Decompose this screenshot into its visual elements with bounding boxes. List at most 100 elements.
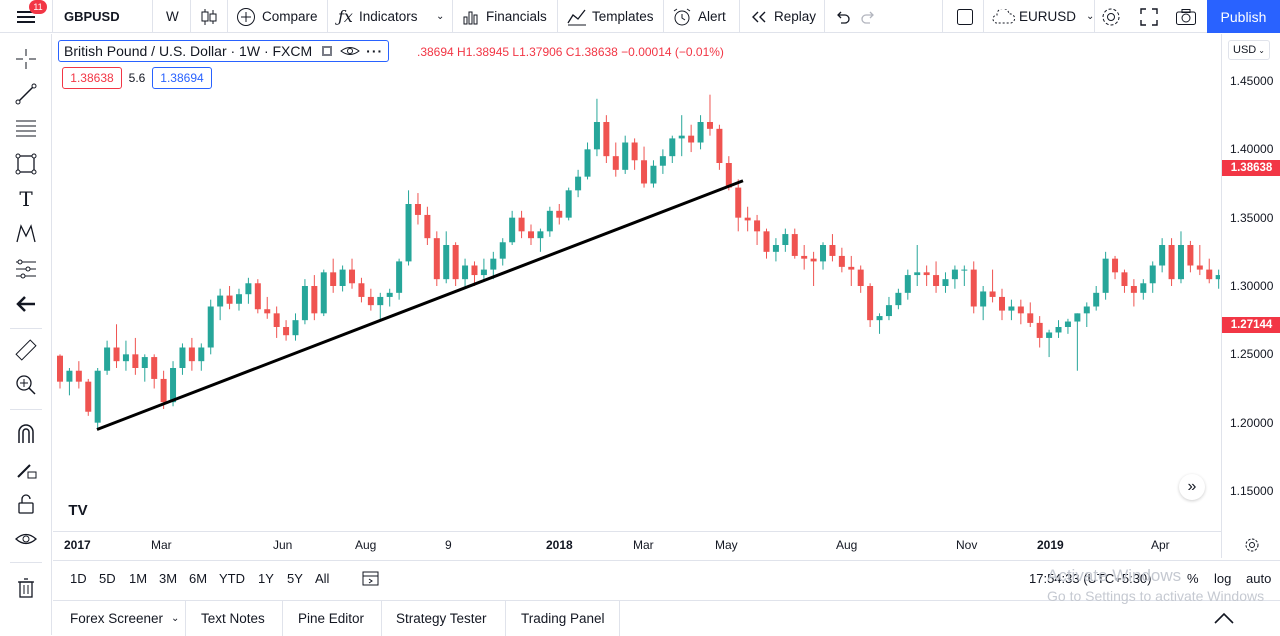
- candle-down: [1036, 322, 1043, 338]
- range-button-1y[interactable]: 1Y: [258, 571, 274, 586]
- currency-selector[interactable]: USD ⌄: [1228, 40, 1270, 60]
- fullscreen-button[interactable]: [1139, 0, 1159, 33]
- range-button-ytd[interactable]: YTD: [219, 571, 245, 586]
- tradingview-logo[interactable]: TV: [62, 496, 94, 524]
- scroll-to-realtime-button[interactable]: »: [1179, 474, 1205, 500]
- candle-up: [697, 122, 704, 143]
- publish-button[interactable]: Publish: [1207, 0, 1280, 33]
- candlestick-chart[interactable]: [53, 34, 1269, 531]
- lock-drawings-tool[interactable]: [13, 491, 39, 517]
- redo-button[interactable]: [861, 0, 877, 33]
- price-tick: 1.15000: [1230, 484, 1274, 498]
- time-tick: Apr: [1151, 538, 1170, 552]
- snapshot-button[interactable]: [1175, 0, 1197, 33]
- series-legend[interactable]: British Pound / U.S. Dollar · 1W · FXCM …: [58, 40, 390, 62]
- compare-button[interactable]: Compare: [236, 0, 318, 33]
- clock-timezone[interactable]: 17:54:33 (UTC+5:30): [1029, 571, 1152, 586]
- price-axis[interactable]: USD ⌄ 1.45000 1.40000 1.35000 1.30000 1.25000…: [1221, 34, 1280, 558]
- percent-toggle[interactable]: %: [1187, 571, 1199, 586]
- candle-up: [1140, 283, 1147, 293]
- prediction-tool[interactable]: [13, 256, 39, 282]
- shape-tool[interactable]: [13, 151, 39, 177]
- tab-text-notes[interactable]: Text Notes: [201, 611, 265, 626]
- remove-drawings-tool[interactable]: [13, 575, 39, 601]
- range-button-1m[interactable]: 1M: [129, 571, 148, 586]
- range-button-all[interactable]: All: [315, 571, 330, 586]
- candle-down: [725, 163, 732, 188]
- crosshair-tool[interactable]: [13, 46, 39, 72]
- range-button-1d[interactable]: 1D: [70, 571, 87, 586]
- templates-icon: [567, 9, 586, 25]
- range-button-3m[interactable]: 3M: [159, 571, 178, 586]
- more-icon[interactable]: ···: [366, 43, 384, 59]
- magnet-tool[interactable]: [13, 421, 39, 447]
- undo-button[interactable]: [834, 0, 850, 33]
- fib-retracement-tool[interactable]: [13, 116, 39, 142]
- candle-down: [744, 217, 751, 221]
- candle-up: [198, 347, 205, 362]
- tab-trading-panel[interactable]: Trading Panel: [521, 611, 605, 626]
- tab-pine-editor[interactable]: Pine Editor: [298, 611, 365, 626]
- main-menu-button[interactable]: 11: [0, 0, 52, 33]
- rewind-icon: [752, 11, 766, 22]
- range-toolbar: 1D 5D 1M 3M 6M YTD 1Y 5Y All 17:54:33 (UTC+5:30)…: [53, 560, 1280, 596]
- zoom-tool[interactable]: [13, 372, 39, 398]
- arrow-left-icon: [16, 296, 35, 312]
- stay-in-drawing-tool[interactable]: [13, 456, 39, 482]
- candle-up: [377, 296, 384, 306]
- compare-label: Compare: [262, 9, 318, 24]
- candle-up: [895, 292, 902, 306]
- indicators-button[interactable]: ƒx Indicators: [338, 0, 417, 33]
- chart-type-button[interactable]: [200, 0, 218, 33]
- sell-price-box[interactable]: 1.38638: [62, 67, 122, 89]
- buy-price-box[interactable]: 1.38694: [152, 67, 212, 89]
- layout-name-button[interactable]: EURUSD ⌄: [991, 0, 1094, 33]
- trend-line-tool[interactable]: [13, 81, 39, 107]
- log-toggle[interactable]: log: [1214, 571, 1232, 586]
- candle-down: [273, 313, 280, 327]
- pattern-tool[interactable]: [13, 221, 39, 247]
- candle-down: [838, 255, 845, 267]
- maximize-panel-button[interactable]: [1213, 611, 1235, 628]
- replay-button[interactable]: Replay: [750, 0, 816, 33]
- range-button-5y[interactable]: 5Y: [287, 571, 303, 586]
- hide-drawings-tool[interactable]: [13, 526, 39, 552]
- tab-strategy-tester[interactable]: Strategy Tester: [396, 611, 487, 626]
- back-arrow-tool[interactable]: [13, 291, 39, 317]
- time-tick: 9: [445, 538, 452, 552]
- axis-settings-button[interactable]: [1240, 535, 1264, 555]
- trend-line-icon: [15, 83, 37, 105]
- candle-down: [688, 135, 695, 143]
- trend-line-drawing[interactable]: [96, 179, 744, 431]
- auto-toggle[interactable]: auto: [1246, 571, 1272, 586]
- candle-down: [57, 355, 63, 382]
- candle-down: [132, 354, 139, 368]
- layout-button[interactable]: [956, 0, 974, 33]
- indicators-dropdown-icon[interactable]: ⌄: [436, 11, 445, 22]
- candle-down: [1196, 265, 1203, 270]
- top-toolbar: 11 GBPUSD W Compare ƒx Indicators ⌄ Fina…: [0, 0, 1280, 33]
- tab-forex-screener[interactable]: Forex Screener ⌄: [70, 601, 179, 636]
- activation-watermark-title: Activate Windows: [1047, 566, 1182, 585]
- templates-button[interactable]: Templates: [567, 0, 654, 33]
- range-button-5d[interactable]: 5D: [99, 571, 116, 586]
- candle-up: [396, 261, 403, 293]
- candle-up: [914, 272, 921, 276]
- candle-up: [170, 368, 177, 403]
- text-tool-icon[interactable]: T: [19, 187, 33, 211]
- range-button-6m[interactable]: 6M: [189, 571, 208, 586]
- financials-button[interactable]: Financials: [462, 0, 547, 33]
- interval-selector[interactable]: W: [166, 9, 179, 24]
- measure-tool[interactable]: [13, 337, 39, 363]
- price-tick: 1.20000: [1230, 415, 1274, 430]
- candle-down: [735, 187, 742, 218]
- candle-up: [235, 294, 242, 304]
- time-axis[interactable]: 2017 Mar Jun Aug 9 2018 Mar May Aug Nov 2019 Apr: [53, 531, 1221, 558]
- settings-button[interactable]: [1100, 0, 1122, 33]
- eye-icon[interactable]: [340, 44, 360, 58]
- candle-up: [584, 149, 591, 177]
- go-to-date-button[interactable]: [361, 569, 381, 590]
- chart-pane[interactable]: [53, 34, 1269, 531]
- alert-button[interactable]: Alert: [672, 0, 726, 33]
- symbol-search[interactable]: GBPUSD: [64, 9, 120, 24]
